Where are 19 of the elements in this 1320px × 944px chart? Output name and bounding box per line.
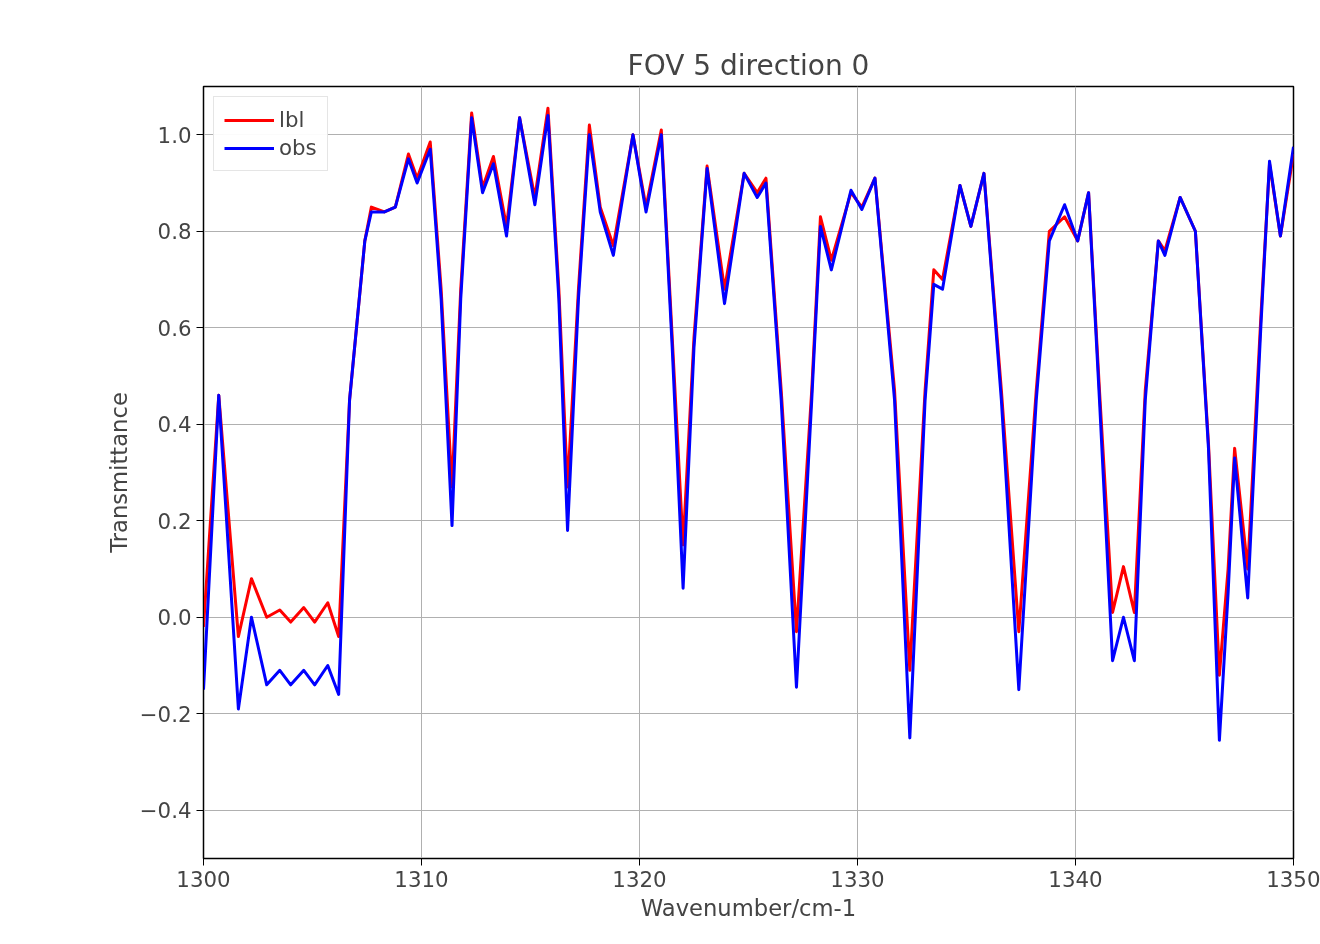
x-tick-label: 1300 bbox=[176, 866, 231, 892]
y-tick-label: 1.0 bbox=[157, 122, 192, 148]
y-tick-label: 0.2 bbox=[157, 508, 192, 534]
x-tick-label: 1310 bbox=[394, 866, 449, 892]
y-tick-label: −0.2 bbox=[139, 701, 192, 727]
y-tick-label: 0.4 bbox=[157, 412, 192, 438]
legend-label: lbl bbox=[279, 107, 305, 132]
y-tick-label: 0.0 bbox=[157, 605, 192, 631]
y-tick-label: 0.6 bbox=[157, 315, 192, 341]
x-axis-title: Wavenumber/cm-1 bbox=[640, 894, 857, 921]
x-tick-label: 1350 bbox=[1266, 866, 1320, 892]
x-tick-label: 1320 bbox=[612, 866, 667, 892]
x-tick-label: 1330 bbox=[830, 866, 885, 892]
chart-title: FOV 5 direction 0 bbox=[627, 48, 870, 82]
y-tick-label: −0.4 bbox=[139, 798, 192, 824]
legend-label: obs bbox=[279, 135, 317, 160]
y-axis-title: Transmittance bbox=[105, 392, 132, 554]
x-tick-label: 1340 bbox=[1048, 866, 1103, 892]
y-tick-label: 0.8 bbox=[157, 219, 192, 245]
